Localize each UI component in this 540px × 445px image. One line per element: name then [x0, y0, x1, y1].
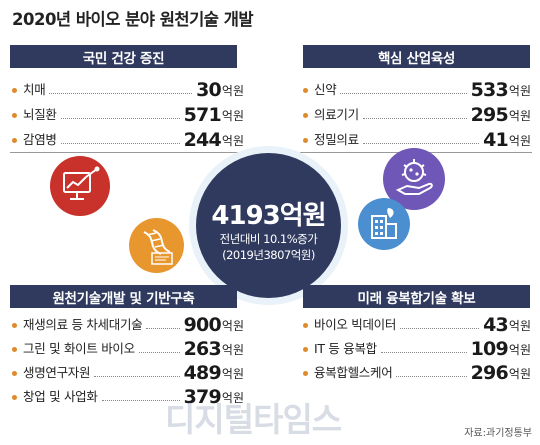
list-item: 뇌질환 571 억원 — [12, 104, 244, 126]
item-unit: 억원 — [508, 343, 531, 357]
item-label: 정밀의료 — [314, 132, 359, 147]
list-item: 의료기기 295 억원 — [303, 104, 531, 126]
bullet-dot — [12, 113, 17, 118]
list-item: IT 등 융복합 109 억원 — [303, 338, 531, 360]
item-label: 신약 — [314, 82, 337, 97]
list-item: 바이오 빅데이터 43 억원 — [303, 314, 531, 336]
item-value: 244 — [183, 129, 222, 151]
bullet-dot — [303, 113, 308, 118]
item-label: 의료기기 — [314, 107, 359, 122]
item-label: 감염병 — [23, 132, 57, 147]
bullet-dot — [303, 138, 308, 143]
list-item: 융복합헬스케어 296 억원 — [303, 362, 531, 384]
list-item: 치매 30 억원 — [12, 79, 244, 101]
bullet-dot — [12, 395, 17, 400]
panel-heading-industry: 핵심 산업육성 — [303, 45, 530, 68]
item-unit: 억원 — [221, 367, 244, 381]
panel-heading-infra: 원천기술개발 및 기반구축 — [10, 285, 237, 308]
item-value: 43 — [483, 314, 509, 336]
item-value: 109 — [470, 338, 509, 360]
list-item: 재생의료 등 차세대기술 900 억원 — [12, 314, 244, 336]
bullet-dot — [303, 347, 308, 352]
item-label: 생명연구자원 — [23, 365, 91, 380]
item-value: 295 — [470, 104, 509, 126]
page-title: 2020년 바이오 분야 원천기술 개발 — [12, 10, 254, 29]
list-item: 정밀의료 41 억원 — [303, 129, 531, 151]
item-label: 창업 및 사업화 — [23, 389, 98, 404]
item-value: 900 — [183, 314, 222, 336]
total-amount: 4193억원 — [211, 201, 326, 231]
item-unit: 억원 — [221, 134, 244, 148]
item-unit: 억원 — [508, 319, 531, 333]
bullet-dot — [12, 323, 17, 328]
list-item: 생명연구자원 489 억원 — [12, 362, 244, 384]
list-item: 감염병 244 억원 — [12, 129, 244, 151]
bullet-dot — [303, 88, 308, 93]
item-unit: 억원 — [221, 109, 244, 123]
watermark: 디지털타임스 — [165, 400, 342, 439]
item-unit: 억원 — [221, 343, 244, 357]
list-item: 그린 및 화이트 바이오 263 억원 — [12, 338, 244, 360]
panel-heading-health: 국민 건강 증진 — [10, 45, 237, 68]
list-item: 창업 및 사업화 379 억원 — [12, 386, 244, 408]
bullet-dot — [12, 371, 17, 376]
item-label: IT 등 융복합 — [314, 341, 377, 356]
source-note: 자료:과기정통부 — [464, 428, 532, 439]
item-label: 융복합헬스케어 — [314, 365, 393, 380]
item-label: 치매 — [23, 82, 46, 97]
growth-rate-text: 전년대비 10.1%증가 — [219, 232, 318, 246]
item-unit: 억원 — [508, 367, 531, 381]
dna-icon — [129, 218, 184, 273]
item-value: 30 — [196, 79, 222, 101]
panel-heading-future: 미래 융복합기술 확보 — [303, 285, 530, 308]
item-label: 뇌질환 — [23, 107, 57, 122]
bullet-dot — [12, 347, 17, 352]
list-item: 신약 533 억원 — [303, 79, 531, 101]
item-label: 그린 및 화이트 바이오 — [23, 341, 135, 356]
item-value: 41 — [483, 129, 509, 151]
item-label: 재생의료 등 차세대기술 — [23, 317, 143, 332]
total-budget-circle: 4193억원 전년대비 10.1%증가 (2019년3807억원) — [196, 153, 341, 298]
hospital-icon — [358, 198, 410, 250]
bullet-dot — [303, 371, 308, 376]
item-unit: 억원 — [508, 84, 531, 98]
item-value: 263 — [183, 338, 222, 360]
chart-monitor-icon — [50, 156, 110, 216]
bullet-dot — [12, 138, 17, 143]
item-unit: 억원 — [221, 391, 244, 405]
bullet-dot — [303, 323, 308, 328]
item-value: 571 — [183, 104, 222, 126]
item-value: 379 — [183, 386, 222, 408]
item-unit: 억원 — [221, 84, 244, 98]
item-value: 533 — [470, 79, 509, 101]
item-label: 바이오 빅데이터 — [314, 317, 397, 332]
item-unit: 억원 — [221, 319, 244, 333]
previous-year-text: (2019년3807억원) — [222, 248, 315, 262]
item-unit: 억원 — [508, 109, 531, 123]
item-value: 296 — [470, 362, 509, 384]
bullet-dot — [12, 88, 17, 93]
item-unit: 억원 — [508, 134, 531, 148]
item-value: 489 — [183, 362, 222, 384]
